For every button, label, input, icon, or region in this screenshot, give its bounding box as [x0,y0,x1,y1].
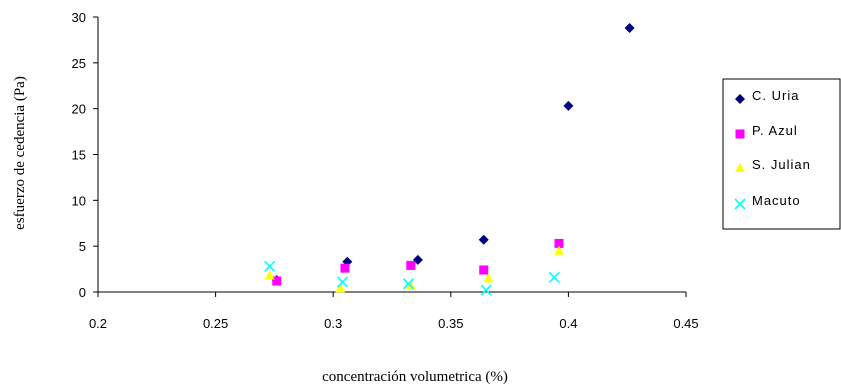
data-point-p-azul [479,265,489,275]
legend-marker-s-julian [735,163,745,172]
legend-label-c-uria: C. Uria [752,88,799,103]
data-point-macuto [548,271,560,283]
legend-box [722,78,841,230]
y-tick-label: 25 [72,56,86,71]
y-axis-ticks: 0 5 10 15 20 25 30 [72,10,98,300]
data-point-p-azul [340,263,350,273]
x-tick-label: 0.25 [203,316,228,331]
x-axis-title: concentración volumetrica (%) [322,369,508,385]
y-tick-label: 15 [72,148,86,163]
x-axis-ticks: 0.2 0.25 0.3 0.35 0.4 0.45 [89,292,699,331]
y-axis-title: esfuerzo de cedencia (Pa) [12,76,28,230]
data-point-macuto [480,284,492,296]
data-point-macuto [337,276,349,288]
data-point-s-julian [264,270,275,280]
data-point-s-julian [335,283,346,293]
y-tick-label: 10 [72,193,86,208]
legend-label-s-julian: S. Julian [752,157,811,172]
legend-marker-c-uria [735,94,745,104]
legend-label-p-azul: P. Azul [752,123,798,138]
data-point-p-azul [554,238,564,248]
legend-marker-macuto [734,198,746,210]
y-tick-label: 0 [79,285,86,300]
legend-label-macuto: Macuto [752,193,801,208]
data-point-c-uria [412,254,423,265]
legend: C. Uria P. Azul S. Julian Macuto [722,78,841,230]
y-tick-label: 20 [72,102,86,117]
data-point-p-azul [406,260,416,270]
data-point-s-julian [553,245,564,255]
x-tick-label: 0.2 [89,316,107,331]
data-point-c-uria [563,100,574,111]
x-tick-label: 0.35 [438,316,463,331]
data-point-p-azul [272,276,282,286]
axes [97,17,686,293]
data-point-macuto [402,278,415,290]
y-tick-label: 5 [79,239,86,254]
data-point-s-julian [483,273,494,283]
data-point-macuto [264,260,276,272]
y-tick-label: 30 [72,10,86,25]
x-tick-label: 0.45 [673,316,698,331]
data-point-c-uria [478,234,489,245]
x-tick-label: 0.4 [559,316,577,331]
legend-marker-p-azul [735,129,745,139]
x-tick-label: 0.3 [324,316,342,331]
data-points [264,23,635,296]
data-point-c-uria [624,23,635,33]
